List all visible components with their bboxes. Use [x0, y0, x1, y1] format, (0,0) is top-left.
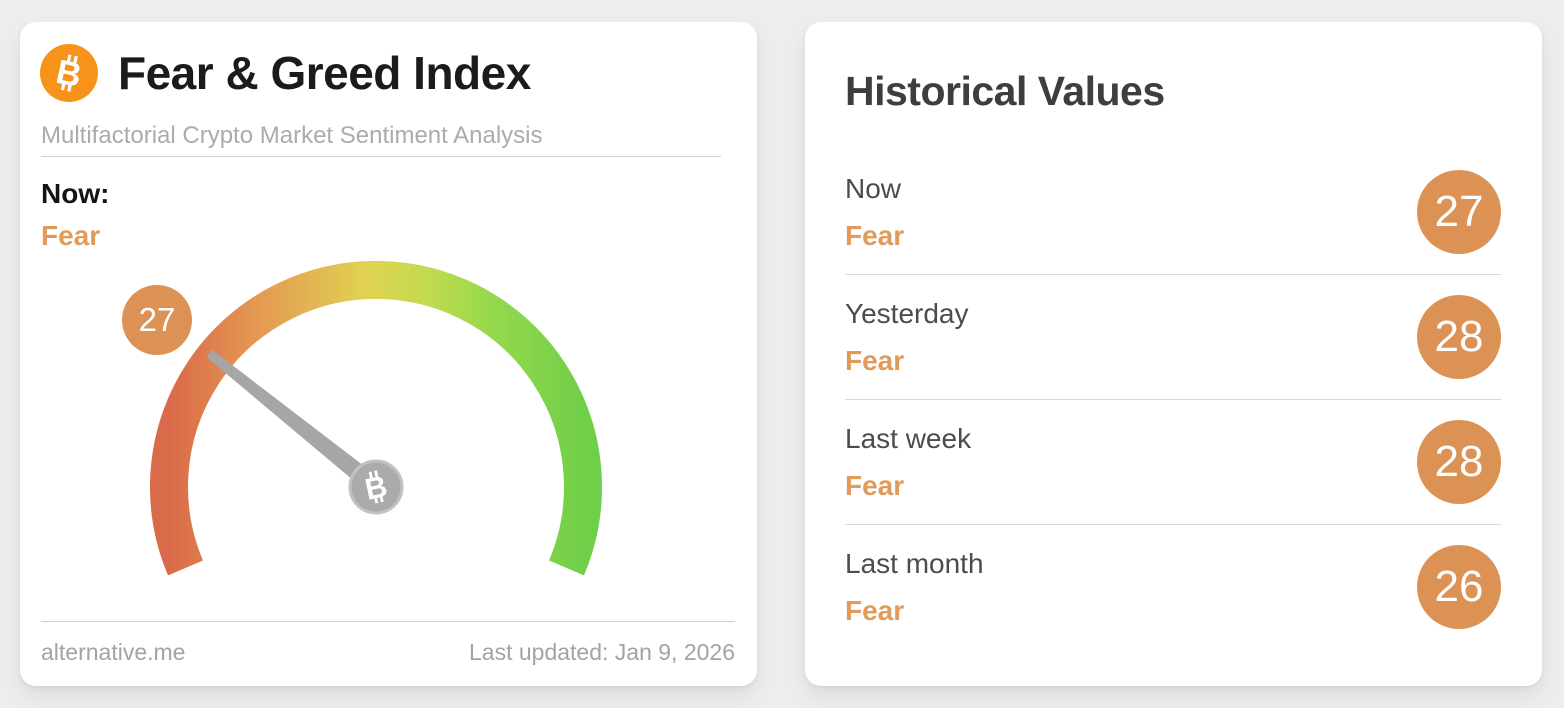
history-row-label: Last week [845, 422, 972, 454]
history-row-classification: Fear [845, 344, 905, 376]
now-classification: Fear [41, 220, 101, 251]
history-value-badge: 27 [1417, 170, 1501, 254]
history-row-classification: Fear [845, 219, 905, 251]
history-row-label: Yesterday [845, 297, 969, 329]
fear-greed-gauge: B [150, 257, 610, 587]
last-updated-text: Last updated: Jan 9, 2026 [469, 639, 735, 665]
history-value-badge: 26 [1417, 545, 1501, 629]
history-value-badge: 28 [1417, 420, 1501, 504]
history-row-last-month: Last month Fear 26 [845, 525, 1501, 649]
fear-greed-card: B Fear & Greed Index Multifactorial Cryp… [20, 22, 757, 686]
historical-values-list: Now Fear 27 Yesterday Fear 28 Last week … [845, 150, 1501, 649]
history-row-last-week: Last week Fear 28 [845, 400, 1501, 525]
history-value-badge: 28 [1417, 295, 1501, 379]
subtitle: Multifactorial Crypto Market Sentiment A… [41, 122, 543, 149]
history-row-classification: Fear [845, 594, 905, 626]
source-link[interactable]: alternative.me [41, 639, 186, 665]
header-divider [41, 156, 721, 157]
historical-values-title: Historical Values [845, 68, 1165, 114]
gauge-arc [150, 260, 602, 576]
history-row-classification: Fear [845, 469, 905, 501]
now-label: Now: [41, 178, 110, 209]
history-row-label: Now [845, 172, 902, 204]
history-row-text: Now Fear [845, 173, 904, 252]
page-title: Fear & Greed Index [118, 47, 531, 99]
history-row-text: Last month Fear [845, 548, 984, 627]
history-row-text: Yesterday Fear [845, 298, 969, 377]
fear-greed-header: B Fear & Greed Index [40, 44, 531, 102]
historical-values-card: Historical Values Now Fear 27 Yesterday … [805, 22, 1542, 686]
history-row-now: Now Fear 27 [845, 150, 1501, 275]
gauge-value-badge: 27 [122, 285, 192, 355]
gauge-hub [348, 459, 404, 515]
card-footer: alternative.me Last updated: Jan 9, 2026 [41, 621, 735, 666]
gauge-svg: B [150, 260, 602, 576]
history-row-label: Last month [845, 547, 984, 579]
bitcoin-icon: B [40, 44, 98, 102]
history-row-text: Last week Fear [845, 423, 971, 502]
history-row-yesterday: Yesterday Fear 28 [845, 275, 1501, 400]
